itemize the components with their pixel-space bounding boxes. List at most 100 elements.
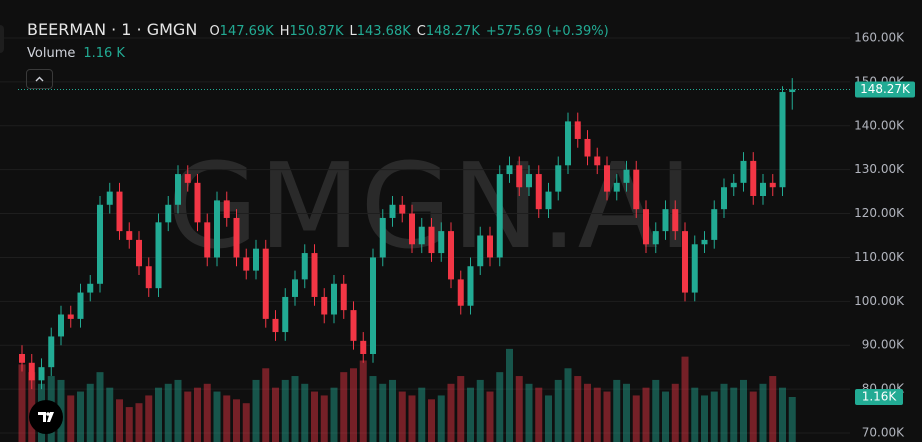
candle-body	[399, 204, 406, 214]
volume-bar	[447, 383, 455, 442]
volume-bar	[86, 383, 94, 442]
candle-body	[370, 257, 376, 355]
candle-body	[106, 191, 113, 205]
candle-body	[19, 354, 25, 363]
candle-body	[282, 296, 289, 333]
volume-bar	[652, 379, 660, 442]
candle-body	[28, 362, 35, 381]
symbol: BEERMAN · 1 · GMGN	[27, 20, 198, 39]
volume-bar	[584, 383, 591, 442]
volume-bar	[116, 399, 123, 442]
candle-body	[711, 209, 718, 240]
volume-bar	[389, 379, 396, 442]
candle-body	[379, 217, 386, 258]
candle-body	[652, 231, 659, 245]
candle-body	[682, 231, 688, 293]
candle-body	[350, 310, 357, 341]
volume-bar	[67, 395, 75, 442]
candle-body	[574, 121, 581, 139]
field-value: 148.27K	[425, 24, 480, 39]
candle-body	[389, 204, 396, 218]
volume-bar	[788, 396, 796, 442]
volume-bar	[379, 383, 387, 442]
volume-bar	[613, 379, 621, 442]
volume-badge-label: 1.16K	[862, 389, 898, 403]
volume-bar	[272, 387, 279, 442]
tv-logo[interactable]	[29, 400, 63, 434]
field-key: C	[416, 24, 426, 39]
volume-bar	[749, 391, 757, 442]
candle-body	[730, 182, 737, 188]
volume-bar	[535, 387, 543, 442]
candle-body	[272, 318, 279, 333]
candle-body	[428, 226, 435, 254]
candle-body	[740, 160, 747, 183]
price-badge-label: 148.27K	[860, 82, 911, 96]
candle-body	[691, 244, 698, 293]
candle-body	[750, 160, 757, 197]
candle-body	[496, 174, 503, 258]
volume-bar	[164, 383, 172, 442]
candle-body	[477, 235, 484, 267]
candle-body	[145, 266, 152, 289]
candle-body	[565, 121, 571, 166]
volume-bar	[203, 383, 211, 442]
y-tick-label: 100.00K	[854, 294, 905, 308]
side-tab[interactable]	[0, 25, 4, 53]
candle-body	[779, 92, 786, 188]
candle-body	[555, 165, 562, 192]
candle-body	[58, 314, 64, 337]
candle-body	[48, 336, 55, 368]
candle-body	[233, 217, 240, 258]
volume-bar	[291, 376, 299, 442]
volume-bar	[281, 379, 289, 442]
candle-body	[545, 191, 552, 210]
volume-bar	[398, 391, 406, 442]
candle-body	[467, 266, 474, 306]
candle-body	[77, 292, 84, 319]
candle-body	[584, 138, 591, 157]
volume-bar	[467, 387, 474, 442]
candle-body	[97, 204, 103, 284]
volume-bar	[564, 368, 572, 442]
volume-bar	[486, 391, 494, 442]
candle-body	[311, 253, 318, 297]
candle-body	[194, 182, 201, 223]
volume-bar	[330, 387, 338, 442]
collapse-button[interactable]	[26, 69, 53, 89]
volume-bar	[632, 395, 640, 442]
volume-bar	[496, 372, 504, 442]
volume-bar	[194, 387, 201, 442]
volume-bar	[515, 376, 523, 442]
legend: BEERMAN · 1 · GMGN O147.69K H150.87K L143.…	[27, 20, 615, 39]
volume-bar	[457, 376, 465, 442]
candle-body	[243, 257, 250, 271]
volume-bar	[184, 391, 192, 442]
candle-body	[721, 187, 727, 210]
candle-body	[623, 169, 630, 183]
volume-label: Volume	[27, 46, 76, 61]
volume-bar	[252, 379, 260, 442]
candle-body	[175, 174, 181, 205]
candle-body	[769, 182, 776, 188]
volume-bar	[213, 391, 221, 442]
candle-body	[214, 200, 220, 258]
volume-bar	[145, 395, 153, 442]
candle-body	[184, 174, 191, 183]
candle-body	[321, 296, 328, 315]
volume-bar	[701, 395, 708, 442]
volume-bar	[593, 387, 601, 442]
volume-bar	[320, 395, 328, 442]
candle-body	[448, 231, 454, 280]
volume-bar	[506, 348, 513, 442]
candle-body	[116, 191, 123, 232]
field-value: 150.87K	[289, 24, 344, 39]
volume-bar	[359, 360, 367, 442]
volume-badge	[855, 388, 903, 405]
volume-bar	[18, 364, 26, 442]
field-value: 143.68K	[356, 24, 411, 39]
volume-bar	[671, 383, 679, 442]
volume-bar	[437, 395, 445, 442]
y-tick-label: 110.00K	[854, 250, 905, 264]
